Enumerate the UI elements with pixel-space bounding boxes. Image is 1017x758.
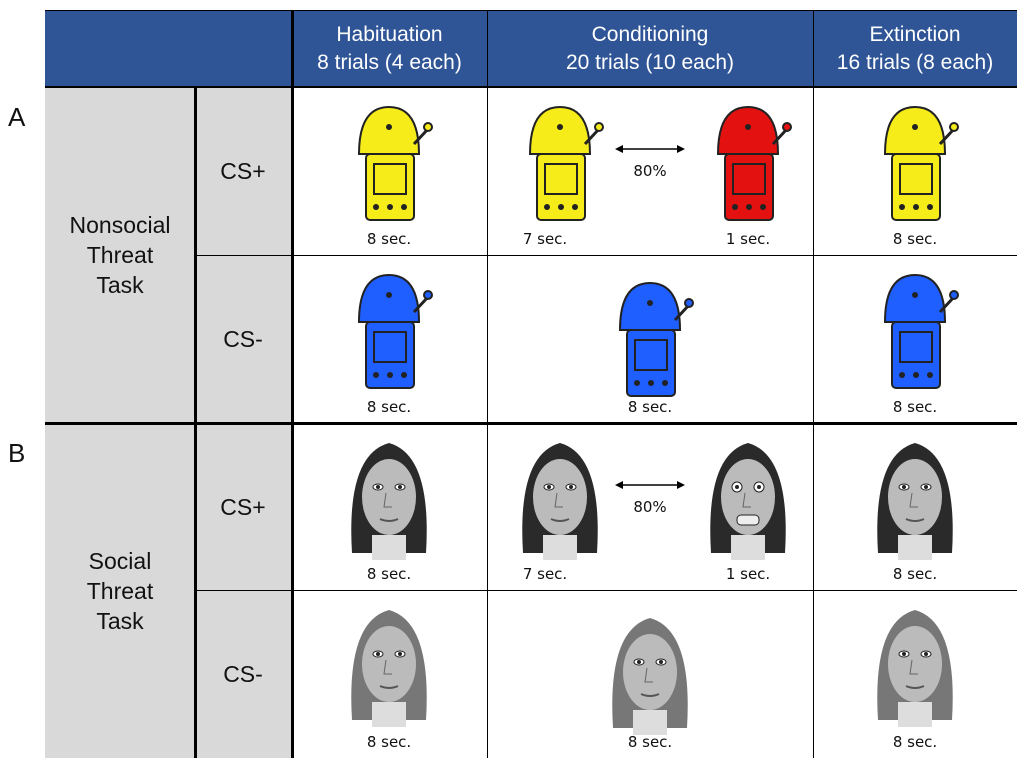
duration: 8 sec. [627,733,673,751]
grid-line [487,10,488,758]
grid-line [45,422,1017,425]
bell-icon [883,105,959,221]
stimulus-cell [195,255,292,423]
header-title: Extinction [869,22,961,46]
section-label: A [8,102,26,132]
grid-line [45,86,1017,88]
task-cell: Social Threat Task [45,423,195,758]
task-label: Nonsocial [69,212,171,238]
grid-line [813,10,814,758]
arrow [615,145,685,153]
face-icon [612,618,688,735]
duration: 8 sec. [892,398,938,416]
header-title: Conditioning [591,22,709,46]
duration: 8 sec. [366,733,412,751]
duration: 8 sec. [366,398,412,416]
duration: 8 sec. [892,230,938,248]
bell-icon [357,273,433,389]
face-icon [710,443,786,560]
task-cell: Nonsocial Threat Task [45,87,195,423]
stimulus-cell [195,590,292,758]
duration: 1 sec. [725,230,771,248]
bell-icon [618,281,694,397]
grid-line [195,590,1017,591]
probability: 80% [633,498,667,516]
duration: 8 sec. [892,565,938,583]
grid-line [291,10,294,758]
stimulus-cell [195,423,292,590]
stimulus-cell [195,87,292,255]
bell-icon [883,273,959,389]
probability: 80% [633,162,667,180]
duration: 8 sec. [366,230,412,248]
header-subtitle: 8 trials (4 each) [317,50,462,74]
stimulus-label: CS+ [220,493,266,520]
duration: 7 sec. [522,565,568,583]
face-icon [877,443,953,560]
face-icon [522,443,598,560]
task-label: Social [88,547,152,574]
header-corner [45,10,293,87]
header-cell: Habituation 8 trials (4 each) [292,10,487,87]
header-title: Habituation [336,22,443,46]
stimulus-label: CS+ [220,158,266,184]
bell-icon [528,105,604,221]
duration: 7 sec. [522,230,568,248]
grid-line [45,10,1017,11]
face-icon [351,610,427,727]
header-subtitle: 16 trials (8 each) [836,50,994,74]
duration: 8 sec. [892,733,938,751]
header-subtitle: 20 trials (10 each) [565,50,735,74]
duration: 8 sec. [366,565,412,583]
section-label: B [8,438,26,468]
duration: 8 sec. [627,398,673,416]
task-label: Task [96,607,144,634]
bell-icon [357,105,433,221]
face-icon [351,443,427,560]
header-cell: Extinction 16 trials (8 each) [813,10,1017,87]
header-cell: Conditioning 20 trials (10 each) [487,10,813,87]
face-icon [877,610,953,727]
task-label: Threat [86,577,154,604]
task-label: Threat [86,242,154,268]
grid-line [195,255,1017,256]
stimulus-label: CS- [223,661,263,687]
task-label: Task [96,272,144,298]
arrow [615,481,685,489]
bell-icon [716,105,792,221]
stimulus-label: CS- [223,326,263,352]
duration: 1 sec. [725,565,771,583]
